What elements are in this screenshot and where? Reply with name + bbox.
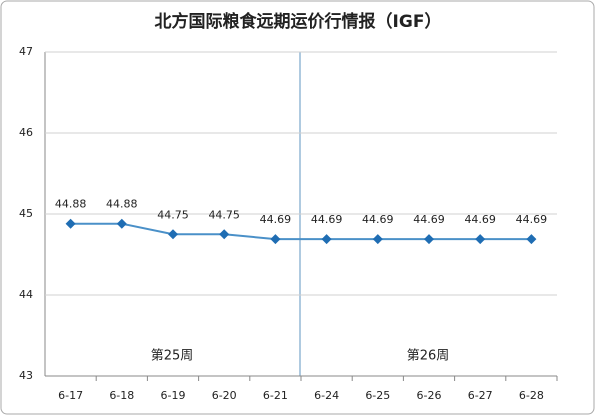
marker [321,234,332,245]
data-label: 44.69 [362,213,394,226]
annotation: 第25周 [151,349,194,364]
marker [424,234,434,245]
data-label: 44.69 [464,213,496,226]
marker [475,234,486,245]
data-label: 44.75 [157,208,189,221]
chart-title: 北方国际粮食远期运价行情报（IGF） [155,11,442,32]
y-tick-label: 46 [19,126,33,139]
data-label: 44.88 [55,198,87,211]
x-tick-label: 6-19 [161,389,186,402]
marker [372,234,383,245]
x-tick-label: 6-24 [314,389,339,402]
data-label: 44.88 [106,198,138,211]
marker [526,234,537,245]
annotation: 第26周 [407,349,450,364]
x-tick-label: 6-17 [58,389,83,402]
x-tick-label: 6-26 [417,389,442,402]
data-label: 44.69 [260,213,292,226]
x-tick-label: 6-18 [109,389,134,402]
marker [270,234,281,245]
y-tick-label: 45 [19,207,33,220]
marker [116,218,127,229]
data-label: 44.69 [516,213,548,226]
y-tick-label: 43 [19,369,33,382]
x-tick-label: 6-20 [212,389,237,402]
series-line [70,222,532,241]
marker [168,229,178,240]
y-tick-label: 44 [19,288,33,301]
marker [65,218,76,229]
x-tick-label: 6-21 [263,389,288,402]
x-tick-label: 6-27 [468,389,493,402]
x-tick-label: 6-25 [365,389,390,402]
data-label: 44.69 [311,213,343,226]
x-tick-label: 6-28 [519,389,544,402]
data-label: 44.69 [413,213,445,226]
data-label: 44.75 [208,208,240,221]
y-tick-label: 47 [19,45,33,58]
marker [219,229,230,240]
